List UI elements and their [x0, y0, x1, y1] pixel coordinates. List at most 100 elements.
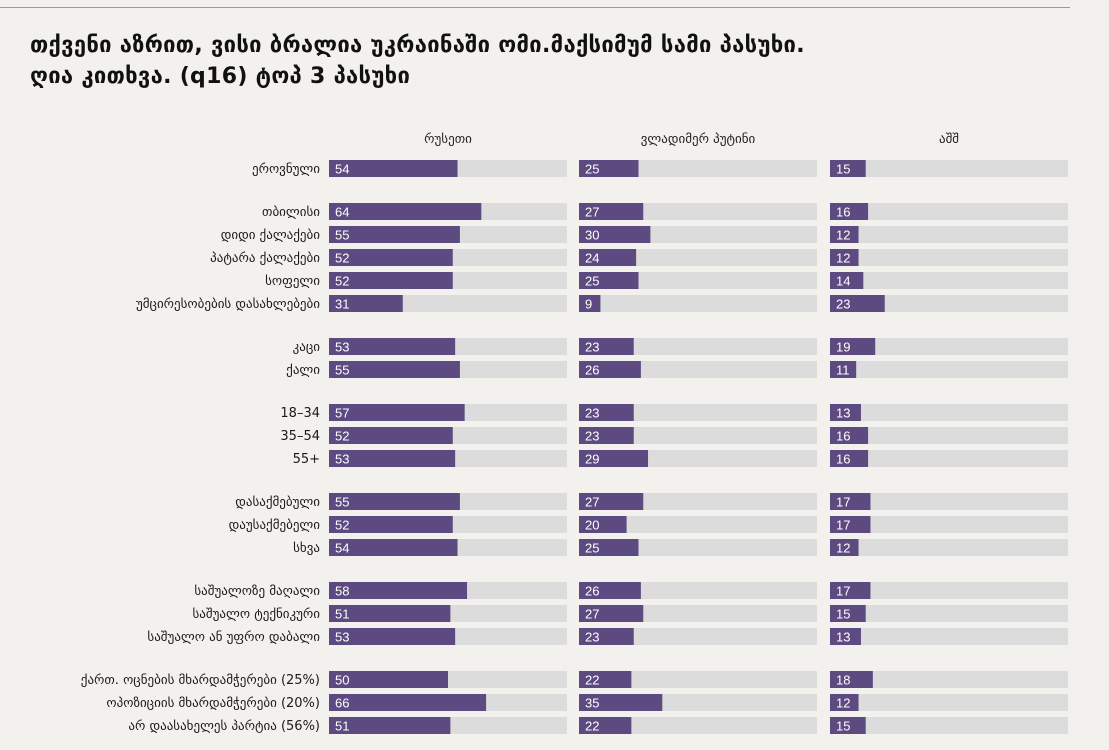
row-label: დასაქმებული — [235, 495, 320, 510]
value-label: 14 — [836, 274, 850, 289]
row-label: არ დაასახელეს პარტია (56%) — [128, 719, 320, 734]
bar — [830, 516, 871, 533]
bar-track — [830, 450, 1068, 467]
row-label: საშუალოზე მაღალი — [194, 584, 320, 599]
value-label: 53 — [335, 630, 349, 645]
row-label: დიდი ქალაქები — [221, 228, 321, 243]
bar — [329, 249, 453, 266]
bar-track — [830, 272, 1068, 289]
bar — [579, 160, 639, 177]
bar-track — [830, 226, 1068, 243]
bar — [830, 160, 866, 177]
row-label: ოპოზიციის მხარდამჭერები (20%) — [106, 696, 320, 711]
value-label: 24 — [585, 251, 599, 266]
bar-track — [830, 295, 1068, 312]
value-label: 15 — [836, 162, 850, 177]
value-label: 12 — [836, 541, 850, 556]
bar-track — [830, 628, 1068, 645]
bar — [830, 539, 859, 556]
bar — [329, 338, 456, 355]
bar — [830, 427, 869, 444]
bar — [830, 404, 861, 421]
bar — [830, 338, 876, 355]
row-label: სხვა — [293, 541, 320, 556]
bar — [830, 605, 866, 622]
value-label: 17 — [836, 495, 850, 510]
value-label: 16 — [836, 205, 850, 220]
row-label: ეროვნული — [252, 162, 320, 177]
value-label: 27 — [585, 495, 599, 510]
bar — [579, 493, 644, 510]
bar — [579, 295, 601, 312]
bar-track — [830, 427, 1068, 444]
value-label: 26 — [585, 363, 599, 378]
bar — [329, 717, 451, 734]
value-label: 11 — [836, 363, 850, 378]
row-label: საშუალო ან უფრო დაბალი — [147, 630, 320, 645]
bar — [329, 516, 453, 533]
bar-track — [830, 671, 1068, 688]
value-label: 54 — [335, 541, 349, 556]
value-label: 23 — [585, 406, 599, 421]
bar — [329, 272, 453, 289]
value-label: 15 — [836, 719, 850, 734]
bar-track — [579, 338, 817, 355]
value-label: 57 — [335, 406, 349, 421]
bar — [579, 361, 641, 378]
bar — [830, 203, 869, 220]
bar — [329, 361, 460, 378]
value-label: 27 — [585, 205, 599, 220]
bar — [329, 160, 458, 177]
bar-track — [579, 249, 817, 266]
bar — [329, 404, 465, 421]
bar — [830, 226, 859, 243]
value-label: 53 — [335, 452, 349, 467]
bar — [579, 203, 644, 220]
value-label: 12 — [836, 696, 850, 711]
bar — [830, 694, 859, 711]
bar — [579, 272, 639, 289]
bar — [579, 582, 641, 599]
bar-track — [579, 671, 817, 688]
column-header: აშშ — [939, 132, 959, 147]
value-label: 52 — [335, 251, 349, 266]
row-label: დაუსაქმებელი — [229, 518, 321, 533]
bar — [579, 516, 627, 533]
value-label: 25 — [585, 541, 599, 556]
bar — [579, 226, 651, 243]
value-label: 50 — [335, 673, 349, 688]
bar — [579, 404, 634, 421]
bar-track — [830, 361, 1068, 378]
bar — [329, 582, 468, 599]
bar — [329, 539, 458, 556]
value-label: 52 — [335, 429, 349, 444]
bar — [579, 427, 634, 444]
value-label: 23 — [836, 297, 850, 312]
bar — [579, 338, 634, 355]
value-label: 54 — [335, 162, 349, 177]
value-label: 55 — [335, 363, 349, 378]
value-label: 17 — [836, 584, 850, 599]
bar — [329, 628, 456, 645]
value-label: 16 — [836, 429, 850, 444]
bar-track — [830, 249, 1068, 266]
value-label: 23 — [585, 630, 599, 645]
value-label: 55 — [335, 228, 349, 243]
bar — [329, 671, 448, 688]
value-label: 35 — [585, 696, 599, 711]
top-rule — [0, 7, 1070, 8]
bar-track — [830, 404, 1068, 421]
value-label: 58 — [335, 584, 349, 599]
value-label: 13 — [836, 630, 850, 645]
value-label: 25 — [585, 162, 599, 177]
value-label: 26 — [585, 584, 599, 599]
bar-track — [579, 404, 817, 421]
value-label: 31 — [335, 297, 349, 312]
bar-track — [830, 605, 1068, 622]
bar — [830, 582, 871, 599]
bar — [830, 450, 869, 467]
value-label: 12 — [836, 251, 850, 266]
row-label: 55+ — [293, 452, 320, 467]
bar-track — [579, 717, 817, 734]
column-header: ვლადიმერ პუტინი — [641, 132, 756, 147]
